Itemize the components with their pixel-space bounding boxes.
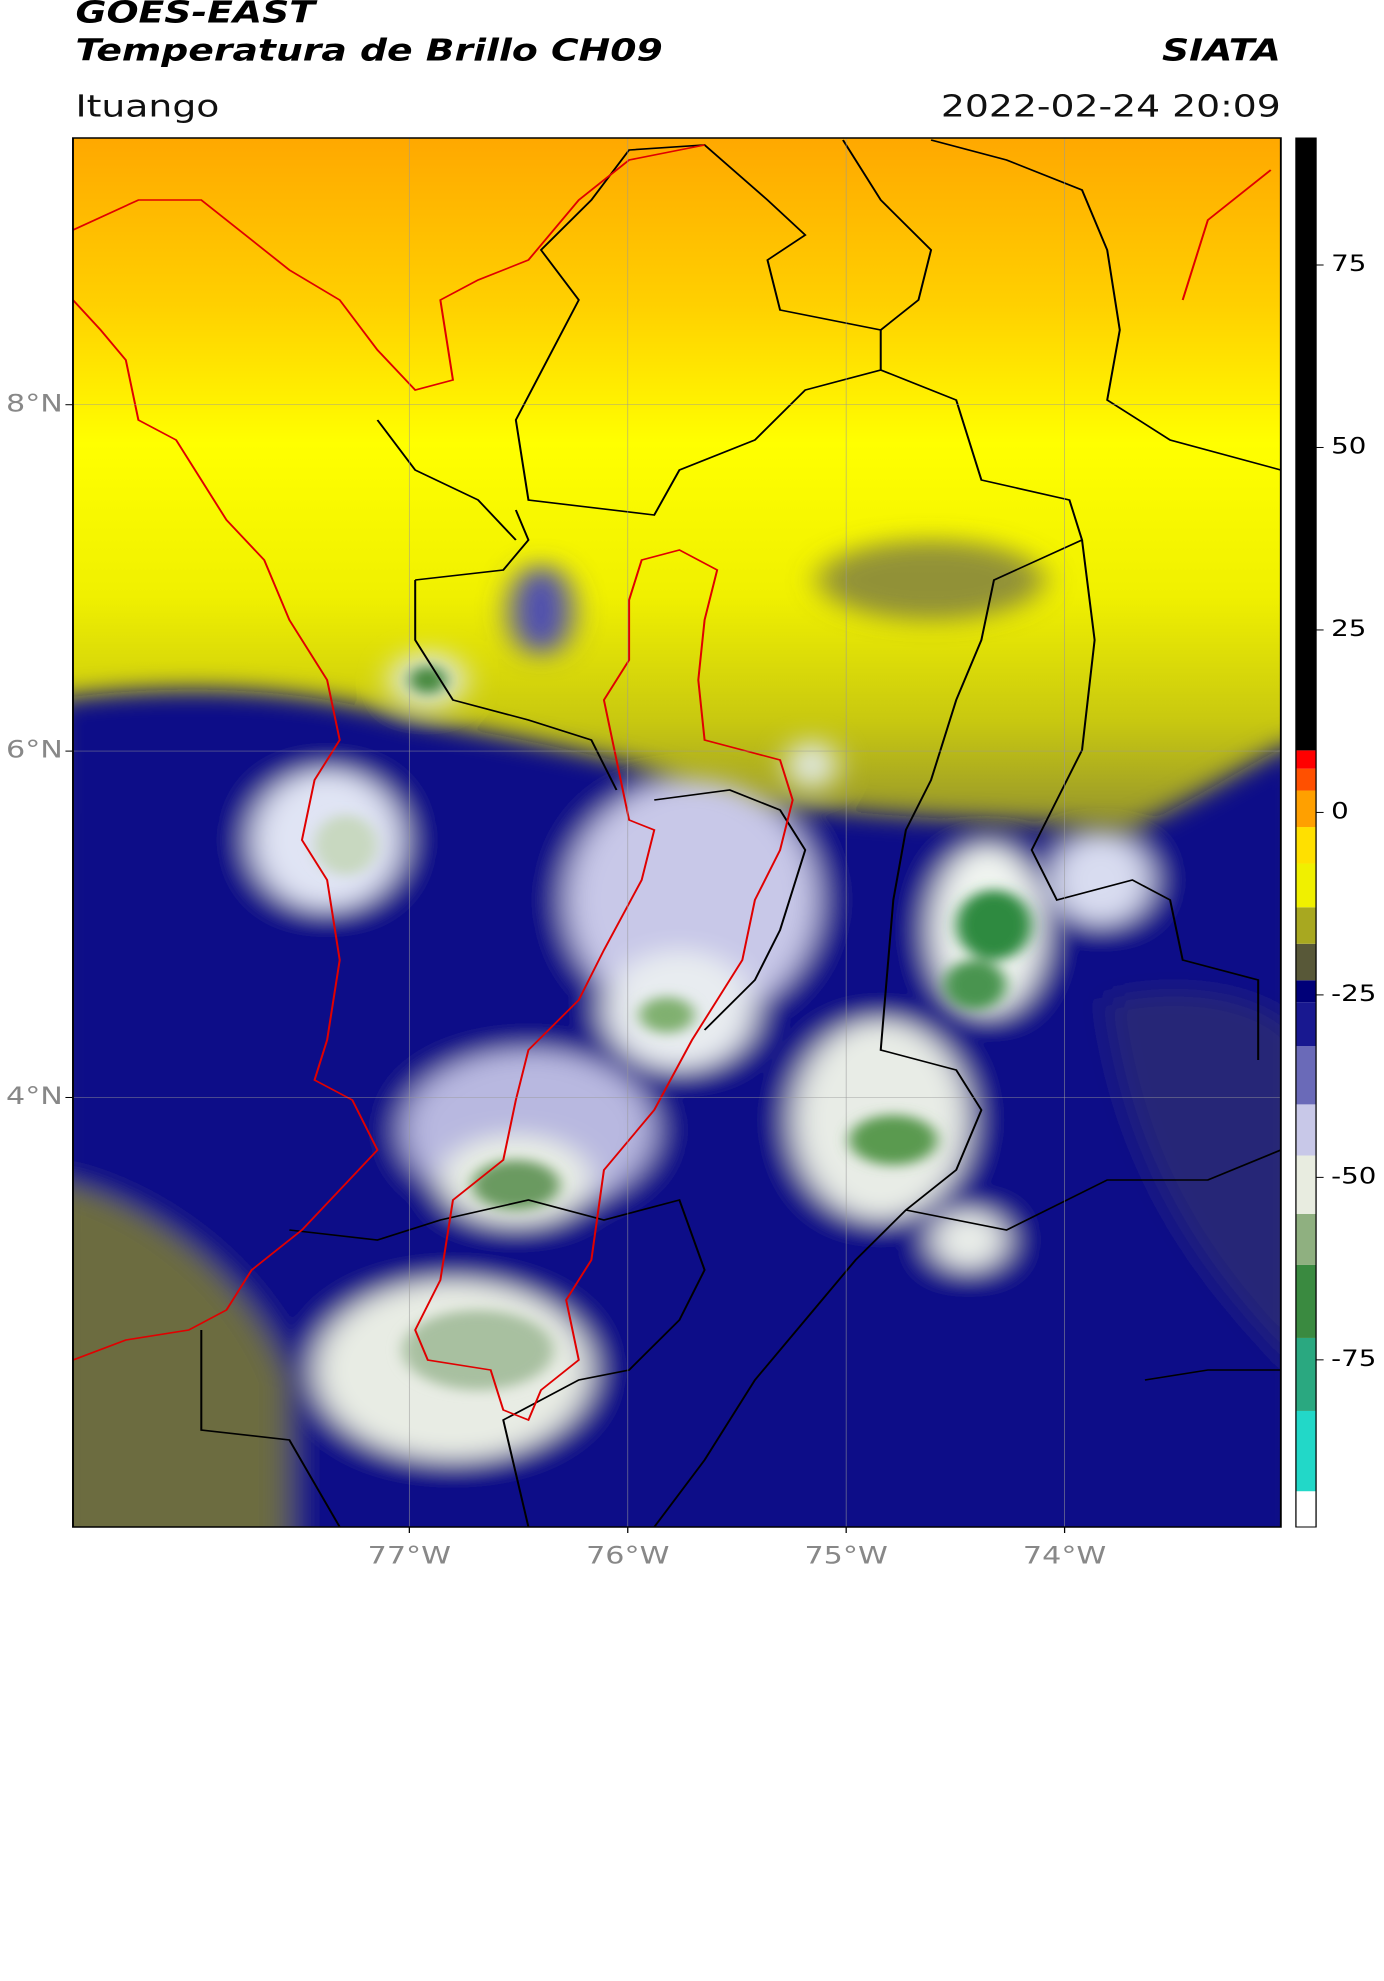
map-field — [72, 138, 1281, 1527]
title: GOES-EAST — [75, 0, 318, 30]
datetime: 2022-02-24 20:09 — [941, 89, 1281, 124]
colorbar-frame — [1295, 137, 1317, 1528]
colorbar-tick-label: 50 — [1331, 433, 1366, 459]
lon-tick-label: 77°W — [368, 1542, 451, 1569]
subtitle: Temperatura de Brillo CH09 — [75, 33, 662, 68]
location: Ituango — [75, 89, 219, 124]
colorbar-band — [1295, 750, 1317, 769]
colorbar-band — [1295, 1104, 1317, 1156]
colorbar-tick-label: -25 — [1331, 981, 1376, 1007]
lat-tick-label: 4°N — [6, 1083, 63, 1110]
map-frame — [72, 137, 1282, 1528]
colorbar-tick-label: 25 — [1331, 616, 1366, 642]
colorbar-tick-label: -50 — [1331, 1163, 1376, 1189]
graticule: 77°W 76°W 75°W 74°W 8°N 6°N 4°N — [6, 138, 1281, 1570]
lon-tick-label: 74°W — [1023, 1542, 1106, 1569]
colorbar-band — [1295, 980, 1317, 1003]
admin-borders — [200, 139, 1281, 1527]
cold-cores — [314, 666, 1032, 1390]
colorbar-band — [1295, 863, 1317, 908]
colorbar-band — [1295, 827, 1317, 864]
coast-and-basin — [72, 144, 1272, 1422]
colorbar-band — [1295, 1213, 1317, 1265]
colorbar-tick-label: 0 — [1331, 798, 1349, 824]
colorbar-band — [1295, 907, 1317, 944]
colorbar-tick-label: -75 — [1331, 1346, 1376, 1372]
colorbar-band — [1295, 1002, 1317, 1046]
colorbar-band — [1295, 1410, 1317, 1492]
colorbar-band — [1295, 768, 1317, 791]
agency: SIATA — [1162, 33, 1281, 68]
colorbar-band — [1295, 790, 1317, 828]
lon-tick-label: 76°W — [586, 1542, 669, 1569]
colorbar-band — [1295, 1155, 1317, 1214]
colorbar-band — [1295, 1491, 1317, 1527]
colorbar-band — [1295, 943, 1317, 981]
colorbar-tick-label: 75 — [1331, 251, 1366, 277]
colorbar-band — [1295, 1264, 1317, 1338]
colorbar-band — [1295, 1045, 1317, 1105]
lat-tick-label: 6°N — [6, 737, 63, 764]
lat-tick-label: 8°N — [6, 390, 63, 417]
lon-tick-label: 75°W — [804, 1542, 887, 1569]
colorbar: 75 50 25 0 -25 -50 -75 — [1295, 138, 1376, 1527]
colorbar-band — [1295, 138, 1317, 751]
colorbar-band — [1295, 1337, 1317, 1411]
